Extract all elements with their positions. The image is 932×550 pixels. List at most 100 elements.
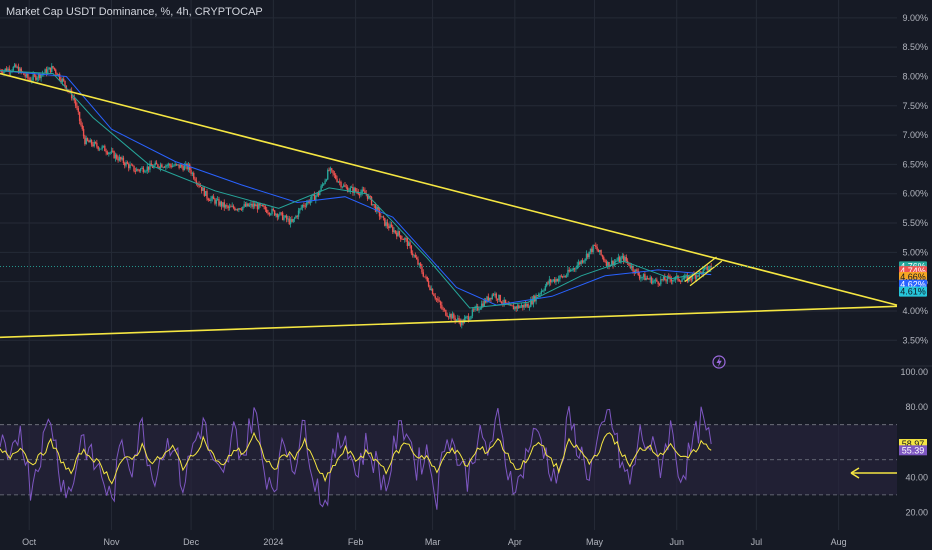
- candle-body: [577, 262, 580, 266]
- candle-body: [166, 165, 168, 167]
- candle-body: [473, 309, 475, 311]
- candle-body: [147, 166, 150, 170]
- candle-body: [280, 212, 283, 214]
- candle-body: [556, 279, 559, 282]
- candle-body: [597, 250, 600, 253]
- candle-body: [568, 269, 570, 272]
- candle-body: [381, 216, 383, 218]
- candle-body: [194, 178, 196, 181]
- candle-body: [224, 205, 227, 208]
- candle-body: [510, 304, 512, 306]
- candle-body: [492, 294, 495, 296]
- candle-body: [269, 213, 272, 215]
- candle-body: [202, 187, 204, 191]
- candle-body: [361, 189, 363, 193]
- candle-body: [402, 239, 405, 240]
- candle-body: [366, 194, 369, 199]
- grid: [0, 0, 897, 530]
- candle-body: [591, 248, 593, 253]
- candle-body: [377, 207, 379, 210]
- candle-body: [177, 164, 179, 166]
- candle-body: [662, 276, 665, 280]
- candle-body: [86, 138, 89, 141]
- candle-body: [486, 296, 488, 303]
- candle-body: [565, 275, 568, 277]
- candle-body: [634, 269, 637, 274]
- candle-body: [694, 274, 697, 279]
- candle-body: [592, 244, 594, 253]
- candle-body: [263, 206, 265, 208]
- candle-body: [676, 275, 678, 277]
- candle-body: [380, 216, 382, 218]
- candle-body: [169, 163, 171, 166]
- candle-body: [469, 318, 471, 320]
- candle-body: [171, 165, 174, 168]
- x-tick-label: May: [586, 537, 604, 547]
- candle-body: [393, 230, 395, 233]
- candle-body: [52, 66, 54, 68]
- candle-body: [672, 280, 674, 282]
- candle-body: [484, 300, 487, 303]
- y-tick-label: 8.00%: [902, 71, 928, 81]
- candle-body: [613, 261, 616, 266]
- candle-body: [117, 158, 119, 161]
- candle-body: [129, 164, 131, 169]
- candle-body: [240, 209, 243, 211]
- candle-body: [218, 199, 220, 206]
- candle-body: [511, 305, 513, 307]
- candle-body: [234, 208, 236, 211]
- candle-body: [203, 187, 206, 196]
- candle-body: [329, 168, 332, 171]
- price-tag-box: [899, 271, 927, 282]
- candle-body: [491, 294, 493, 300]
- candle-body: [480, 303, 483, 309]
- candle-body: [110, 150, 113, 153]
- candle-body: [661, 279, 663, 280]
- candle-body: [423, 276, 426, 278]
- candle-body: [455, 319, 458, 321]
- candle-body: [82, 128, 85, 137]
- candle-body: [145, 170, 147, 172]
- candle-body: [109, 152, 111, 154]
- candle-body: [593, 244, 596, 246]
- candle-body: [459, 321, 462, 326]
- candle-body: [134, 171, 137, 172]
- candle-body: [231, 205, 233, 207]
- candle-body: [410, 245, 413, 254]
- candle-body: [665, 280, 667, 282]
- candle-body: [3, 70, 5, 74]
- candle-body: [332, 170, 334, 174]
- candle-body: [139, 168, 142, 171]
- candle-body: [401, 238, 403, 240]
- candle-body: [48, 67, 50, 70]
- candle-body: [216, 199, 219, 201]
- candle-body: [248, 205, 251, 207]
- candle-body: [199, 185, 202, 187]
- candle-body: [445, 309, 447, 316]
- candle-body: [576, 265, 578, 269]
- candle-body: [212, 196, 215, 200]
- candle-body: [47, 69, 49, 74]
- y-tick-label: 7.50%: [902, 101, 928, 111]
- candle-body: [612, 260, 614, 266]
- price-tag: 4.61%: [899, 286, 927, 297]
- moving-average-fast: [0, 70, 712, 309]
- candle-body: [251, 203, 253, 207]
- candle-body: [504, 299, 507, 303]
- candle-body: [72, 97, 74, 99]
- candle-body: [277, 215, 280, 218]
- candle-body: [519, 306, 521, 308]
- candle-body: [588, 251, 590, 258]
- candle-body: [74, 100, 77, 106]
- candle-body: [604, 260, 606, 262]
- candle-body: [94, 141, 97, 144]
- candle-body: [523, 304, 525, 308]
- lightning-icon-bolt: [716, 357, 722, 367]
- candle-body: [552, 279, 555, 281]
- candle-body: [648, 278, 650, 280]
- candle-body: [632, 265, 634, 271]
- candle-body: [409, 242, 411, 246]
- candle-body: [238, 208, 240, 210]
- candle-body: [61, 78, 64, 83]
- candle-body: [413, 255, 415, 256]
